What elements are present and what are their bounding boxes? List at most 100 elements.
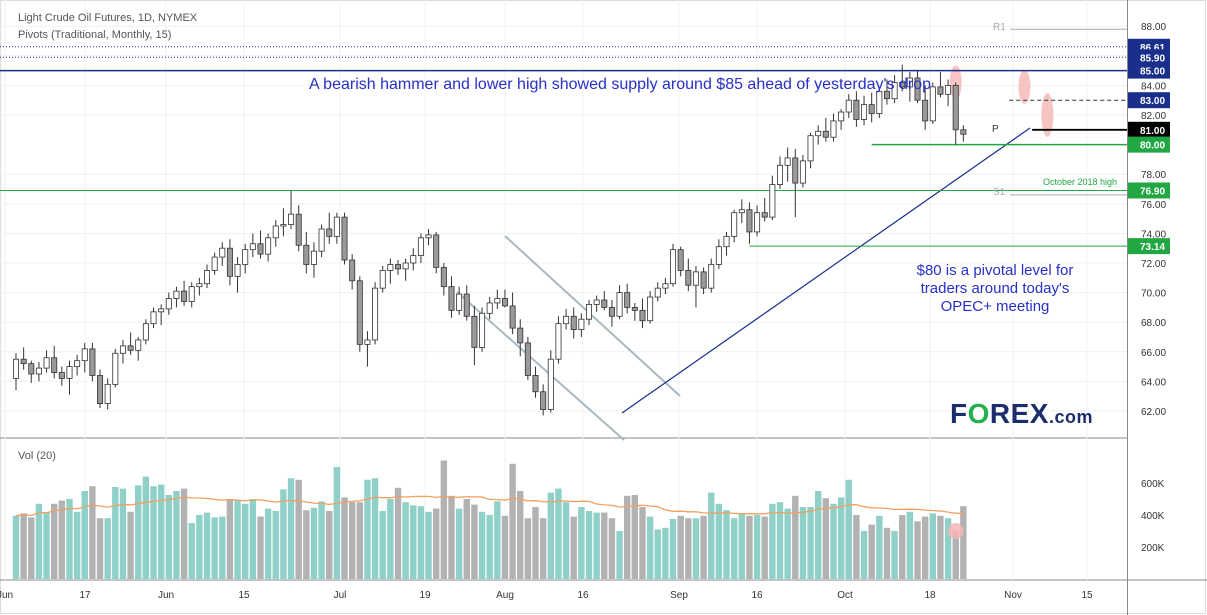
price-tick-label: 84.00	[1141, 81, 1166, 92]
volume-bar	[830, 503, 837, 579]
candle-body	[524, 342, 531, 376]
candle-body	[35, 367, 42, 375]
volume-moving-average	[15, 495, 964, 517]
volume-bar	[348, 502, 356, 579]
candle-body	[555, 323, 562, 360]
volume-bar	[51, 503, 58, 579]
volume-bar	[891, 531, 898, 579]
candle-body	[12, 358, 19, 379]
volume-bar	[815, 491, 822, 579]
volume-bar	[715, 503, 723, 579]
volume-bar	[784, 508, 791, 579]
volume-bar	[89, 486, 96, 579]
candle-body	[356, 280, 363, 345]
volume-bar	[730, 518, 738, 579]
volume-bar	[364, 479, 371, 579]
volume-bar	[776, 502, 784, 579]
candle-body	[158, 308, 165, 313]
volume-bar	[188, 523, 195, 579]
candle-body	[738, 209, 745, 214]
candle-body	[127, 345, 134, 351]
volume-highlight	[947, 523, 964, 539]
pivot-annotation-line-3: OPEC+ meeting	[940, 298, 1050, 315]
time-tick-label: 18	[924, 590, 936, 601]
candle-body	[349, 259, 356, 282]
candle-body	[807, 135, 814, 162]
candle-highlights	[949, 65, 1054, 137]
volume-indicator-label[interactable]: Vol (20)	[18, 450, 56, 462]
candle-body	[249, 243, 256, 251]
time-tick-label: Sep	[670, 590, 688, 601]
price-label-text: 76.90	[1140, 186, 1165, 197]
volume-bar	[264, 508, 272, 579]
candle-body	[517, 327, 524, 344]
volume-bar	[677, 515, 684, 579]
volume-bar	[608, 518, 616, 579]
candle-body	[402, 262, 409, 270]
pivots-indicator-label[interactable]: Pivots (Traditional, Monthly, 15)	[18, 29, 172, 41]
logo-dot-com: .com	[1048, 407, 1093, 427]
volume-bar	[463, 499, 470, 579]
volume-bar	[196, 515, 203, 579]
volume-bar	[708, 492, 715, 579]
price-tick-label: 62.00	[1141, 407, 1166, 418]
price-tick-label: 82.00	[1141, 111, 1166, 122]
candle-body	[662, 283, 669, 289]
price-tick-label: 78.00	[1141, 170, 1166, 181]
candle-body	[257, 243, 264, 255]
volume-bar	[921, 516, 929, 579]
candle-body	[692, 271, 699, 286]
volume-bar	[135, 485, 142, 579]
candle-body	[104, 383, 111, 404]
volume-bar	[929, 513, 936, 579]
candle-body	[203, 269, 210, 285]
price-label-text: 83.00	[1140, 96, 1165, 107]
hammer-annotation: A bearish hammer and lower high showed s…	[308, 76, 932, 93]
candle-body	[616, 292, 623, 317]
price-label-text: 73.14	[1140, 242, 1165, 253]
volume-bar	[73, 511, 81, 579]
price-label-box	[1128, 182, 1170, 199]
candle-body	[89, 348, 96, 376]
time-tick-label: Jun	[158, 590, 174, 601]
volume-bar	[387, 499, 394, 579]
candle-body	[150, 311, 157, 325]
volume-bar	[20, 513, 27, 579]
volume-bar	[601, 512, 608, 579]
candle-body	[142, 323, 149, 341]
pivot-annotation-line-1: $80 is a pivotal level for	[916, 262, 1074, 279]
time-axis[interactable]: Jun 17 Jun 15 Jul 19 Aug 16 Sep 16 Oct 18 Nov 15	[0, 590, 1093, 601]
price-label-text: 81.00	[1140, 126, 1165, 137]
time-tick-label: 15	[238, 590, 250, 601]
candle-body	[119, 345, 126, 354]
candle-body	[547, 358, 554, 410]
volume-bar	[914, 521, 921, 579]
volume-bar	[341, 497, 348, 579]
volume-bar	[280, 489, 287, 579]
candle-body	[494, 298, 501, 304]
price-tick-label: 88.00	[1141, 22, 1166, 33]
price-axis[interactable]: 62.00 64.00 66.00 68.00 70.00 72.00 74.00 76.00…	[1141, 22, 1166, 418]
candle-body	[563, 315, 570, 325]
candle-body	[219, 247, 226, 258]
symbol-title[interactable]: Light Crude Oil Futures, 1D, NYMEX	[18, 12, 198, 24]
volume-bar	[883, 527, 891, 579]
volume-tick-label: 600K	[1141, 479, 1165, 490]
price-label-box	[1128, 62, 1170, 79]
volume-bar	[433, 508, 440, 579]
volume-bar	[165, 495, 172, 579]
p-label: P	[992, 124, 999, 135]
volume-bar	[379, 511, 386, 579]
candle-body	[509, 305, 516, 329]
volume-bar	[104, 518, 111, 579]
candle-body	[326, 228, 333, 237]
candle-body	[165, 298, 172, 310]
candle-body	[486, 302, 493, 314]
time-tick-label: Nov	[1004, 590, 1022, 601]
candle-body	[769, 184, 776, 218]
price-label-text: 86.61	[1140, 43, 1165, 54]
volume-bar	[562, 502, 570, 579]
volume-bar	[66, 499, 73, 579]
volume-bar	[455, 508, 463, 579]
